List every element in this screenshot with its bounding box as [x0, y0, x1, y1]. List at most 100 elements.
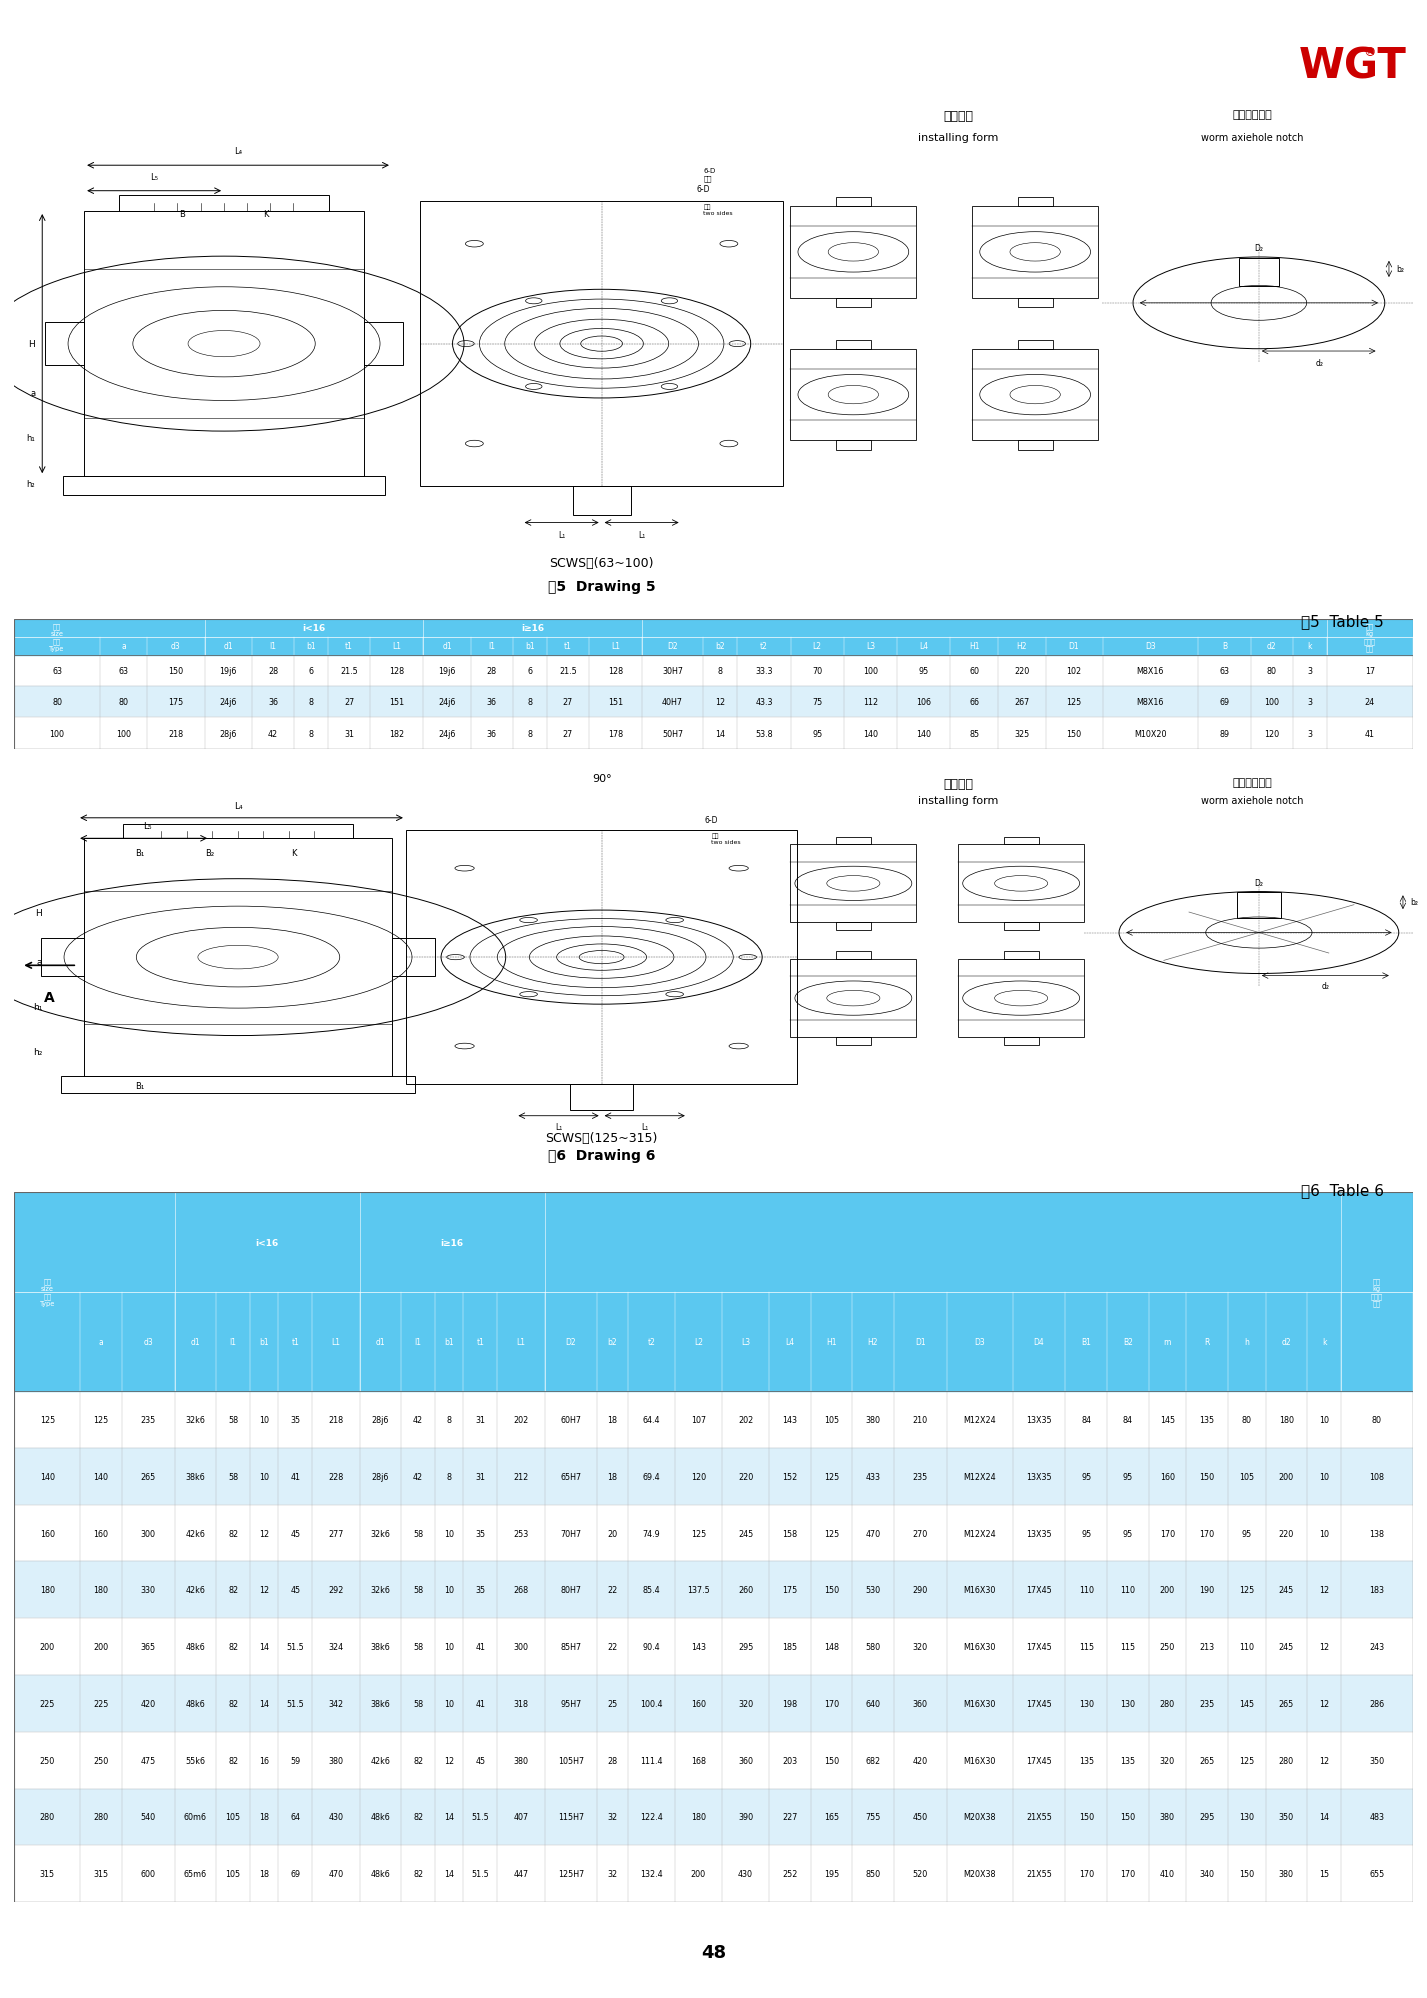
Text: 85.4: 85.4 [642, 1586, 661, 1594]
Text: 220: 220 [738, 1473, 753, 1481]
Text: 42k6: 42k6 [186, 1528, 205, 1538]
Text: 80: 80 [1241, 1415, 1251, 1425]
Text: 10: 10 [444, 1528, 454, 1538]
Bar [1017, 340, 1053, 350]
Text: M12X24: M12X24 [963, 1415, 996, 1425]
Bar [972, 208, 1099, 298]
Text: 图5  Drawing 5: 图5 Drawing 5 [548, 579, 655, 593]
Text: 41: 41 [1364, 729, 1376, 737]
Bar [836, 1037, 870, 1045]
Text: 85H7: 85H7 [561, 1642, 582, 1650]
Text: 640: 640 [865, 1698, 880, 1708]
Text: 32k6: 32k6 [186, 1415, 205, 1425]
Text: 65H7: 65H7 [561, 1473, 582, 1481]
Text: d2: d2 [1267, 641, 1277, 651]
Text: 290: 290 [912, 1586, 928, 1594]
Text: 95: 95 [919, 667, 929, 675]
Text: 45: 45 [291, 1528, 301, 1538]
Text: 115: 115 [1120, 1642, 1136, 1650]
Text: 59: 59 [290, 1756, 301, 1764]
Text: 90°: 90° [592, 773, 611, 783]
Text: 202: 202 [514, 1415, 528, 1425]
Text: 540: 540 [141, 1812, 156, 1822]
Text: 10: 10 [444, 1698, 454, 1708]
Text: 210: 210 [913, 1415, 928, 1425]
Text: 175: 175 [168, 697, 184, 707]
Text: 183: 183 [1370, 1586, 1384, 1594]
Text: 64: 64 [291, 1812, 301, 1822]
Text: 132.4: 132.4 [639, 1870, 662, 1878]
Text: 225: 225 [93, 1698, 108, 1708]
Text: t2: t2 [648, 1337, 655, 1347]
Text: 145: 145 [1160, 1415, 1174, 1425]
Text: 195: 195 [823, 1870, 839, 1878]
Text: 6: 6 [528, 667, 532, 675]
Text: 15: 15 [1319, 1870, 1329, 1878]
Text: 265: 265 [1279, 1698, 1294, 1708]
Text: 170: 170 [1079, 1870, 1095, 1878]
Text: a: a [121, 641, 126, 651]
Text: 125: 125 [93, 1415, 108, 1425]
Text: installing form: installing form [918, 795, 999, 805]
Text: 17X45: 17X45 [1026, 1642, 1052, 1650]
Text: 69: 69 [1219, 697, 1230, 707]
Text: 10: 10 [260, 1415, 270, 1425]
Text: 17X45: 17X45 [1026, 1586, 1052, 1594]
Text: 43.3: 43.3 [755, 697, 772, 707]
Text: d1: d1 [191, 1337, 200, 1347]
Text: 300: 300 [141, 1528, 156, 1538]
Text: 280: 280 [40, 1812, 54, 1822]
Text: 尺寸
size
型号
Type: 尺寸 size 型号 Type [40, 1279, 56, 1307]
Text: 180: 180 [94, 1586, 108, 1594]
Text: 55k6: 55k6 [186, 1756, 205, 1764]
Text: 380: 380 [1279, 1870, 1294, 1878]
Text: H2: H2 [1016, 641, 1027, 651]
Text: 12: 12 [260, 1528, 270, 1538]
Text: t1: t1 [477, 1337, 484, 1347]
Text: 150: 150 [823, 1756, 839, 1764]
Text: 200: 200 [40, 1642, 54, 1650]
Text: 140: 140 [40, 1473, 54, 1481]
Text: 200: 200 [1160, 1586, 1174, 1594]
Text: l1: l1 [415, 1337, 421, 1347]
Text: D₂: D₂ [1254, 879, 1263, 887]
Text: 84: 84 [1082, 1415, 1092, 1425]
Text: 115H7: 115H7 [558, 1812, 584, 1822]
Text: 105: 105 [823, 1415, 839, 1425]
Text: 8: 8 [718, 667, 722, 675]
Bar [14, 1391, 1413, 1449]
Text: 120: 120 [1264, 729, 1280, 737]
Text: 66: 66 [969, 697, 979, 707]
Text: l1: l1 [270, 641, 277, 651]
Text: 245: 245 [738, 1528, 753, 1538]
Text: 140: 140 [916, 729, 932, 737]
Text: 48k6: 48k6 [186, 1698, 205, 1708]
Text: 203: 203 [782, 1756, 798, 1764]
Bar [836, 298, 870, 308]
Text: 407: 407 [514, 1812, 528, 1822]
Text: 14: 14 [444, 1870, 454, 1878]
Text: 580: 580 [865, 1642, 880, 1650]
Text: 350: 350 [1370, 1756, 1384, 1764]
Text: b1: b1 [307, 641, 315, 651]
Text: 24j6: 24j6 [220, 697, 237, 707]
Text: M20X38: M20X38 [963, 1812, 996, 1822]
Text: 20: 20 [608, 1528, 618, 1538]
Text: 82: 82 [228, 1698, 238, 1708]
Text: 两面
two sides: 两面 two sides [711, 833, 741, 843]
Text: 21X55: 21X55 [1026, 1870, 1052, 1878]
Text: 51.5: 51.5 [287, 1642, 304, 1650]
Text: 60m6: 60m6 [184, 1812, 207, 1822]
Text: 235: 235 [912, 1473, 928, 1481]
Text: 150: 150 [1079, 1812, 1095, 1822]
Text: 168: 168 [691, 1756, 706, 1764]
Text: 28j6: 28j6 [371, 1415, 390, 1425]
Text: 200: 200 [1279, 1473, 1294, 1481]
Text: t1: t1 [291, 1337, 300, 1347]
Text: M8X16: M8X16 [1136, 667, 1164, 675]
Text: 267: 267 [1015, 697, 1029, 707]
Text: 21X55: 21X55 [1026, 1812, 1052, 1822]
Text: 106: 106 [916, 697, 932, 707]
Text: 两面
two sides: 两面 two sides [704, 204, 733, 216]
Bar [836, 837, 870, 845]
